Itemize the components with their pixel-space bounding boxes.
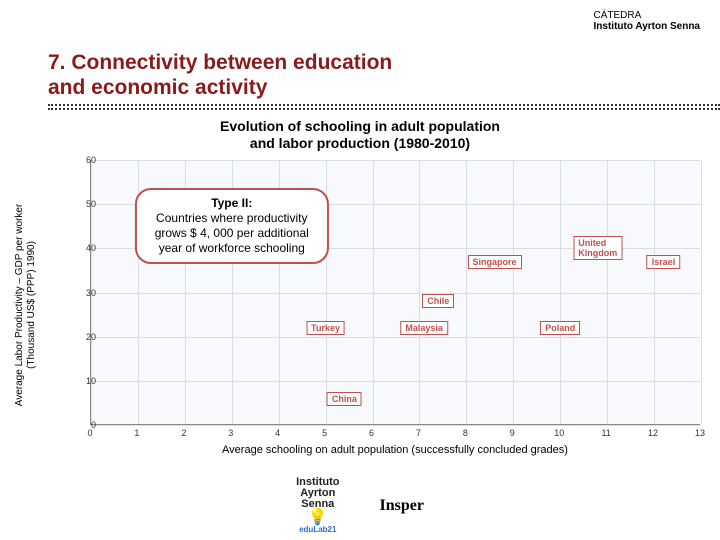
country-label-chile: Chile bbox=[422, 294, 454, 308]
callout-type-ii: Type II:Countries where productivitygrow… bbox=[135, 188, 329, 264]
y-tick: 30 bbox=[86, 288, 96, 298]
x-tick: 6 bbox=[369, 428, 374, 438]
country-label-poland: Poland bbox=[540, 321, 580, 335]
x-axis-label: Average schooling on adult population (s… bbox=[90, 444, 700, 456]
chart: Average Labor Productivity – GDP per wor… bbox=[20, 150, 710, 460]
x-tick: 0 bbox=[87, 428, 92, 438]
country-label-united-kingdom: UnitedKingdom bbox=[573, 236, 622, 260]
y-tick: 50 bbox=[86, 199, 96, 209]
x-tick: 2 bbox=[181, 428, 186, 438]
y-axis-label: Average Labor Productivity – GDP per wor… bbox=[14, 204, 38, 407]
country-label-singapore: Singapore bbox=[468, 255, 522, 269]
country-label-china: China bbox=[327, 392, 362, 406]
y-tick: 20 bbox=[86, 332, 96, 342]
logo-insper: Insper bbox=[379, 497, 423, 515]
x-tick: 1 bbox=[134, 428, 139, 438]
lightbulb-icon: 💡 bbox=[296, 510, 339, 526]
country-label-israel: Israel bbox=[647, 255, 681, 269]
header-catedra: CÁTEDRA Instituto Ayrton Senna bbox=[594, 10, 700, 32]
x-tick: 13 bbox=[695, 428, 705, 438]
y-tick: 60 bbox=[86, 155, 96, 165]
x-tick: 3 bbox=[228, 428, 233, 438]
plot-area: Turkey China Malaysia Chile Singapore Poland U… bbox=[90, 160, 700, 425]
page-title: 7. Connectivity between educationand eco… bbox=[48, 50, 392, 100]
x-tick: 4 bbox=[275, 428, 280, 438]
x-tick: 10 bbox=[554, 428, 564, 438]
chart-subtitle: Evolution of schooling in adult populati… bbox=[0, 118, 720, 152]
header-line2: Instituto Ayrton Senna bbox=[594, 21, 700, 32]
logo-ayrton-senna: Instituto Ayrton Senna 💡 eduLab21 bbox=[296, 477, 339, 534]
y-tick: 40 bbox=[86, 243, 96, 253]
x-tick: 8 bbox=[463, 428, 468, 438]
y-tick: 10 bbox=[86, 376, 96, 386]
x-tick: 9 bbox=[510, 428, 515, 438]
x-tick: 12 bbox=[648, 428, 658, 438]
country-label-turkey: Turkey bbox=[306, 321, 345, 335]
header-line1: CÁTEDRA bbox=[594, 10, 700, 21]
footer-logos: Instituto Ayrton Senna 💡 eduLab21 Insper bbox=[0, 477, 720, 534]
dotted-divider bbox=[48, 104, 720, 110]
country-label-malaysia: Malaysia bbox=[400, 321, 448, 335]
x-tick: 5 bbox=[322, 428, 327, 438]
x-tick: 11 bbox=[601, 428, 610, 438]
x-tick: 7 bbox=[416, 428, 421, 438]
